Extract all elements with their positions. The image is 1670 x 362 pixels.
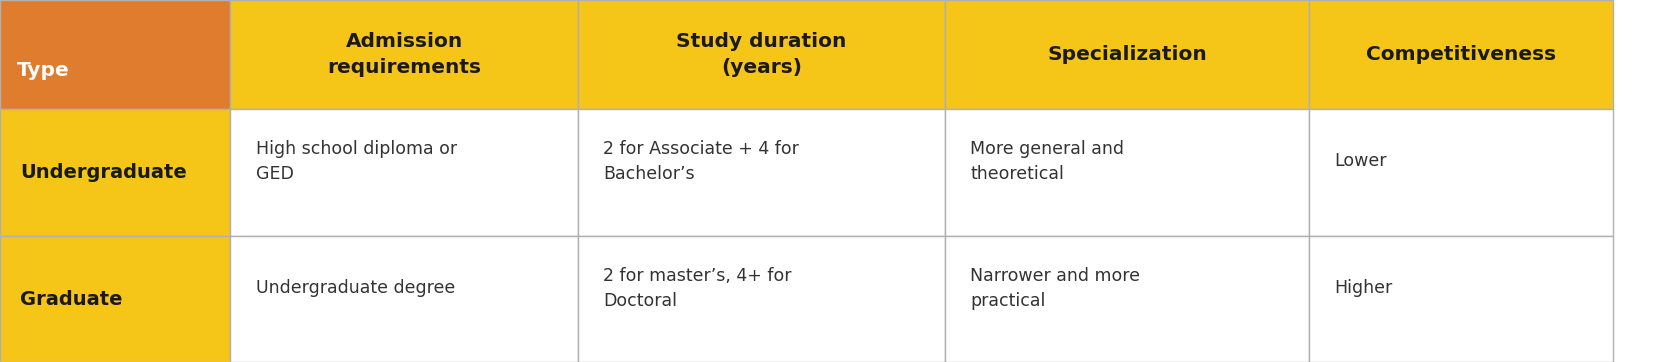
Bar	[0, 0, 230, 109]
Bar	[578, 0, 945, 109]
Text: High school diploma or
GED: High school diploma or GED	[256, 140, 456, 183]
Text: Lower: Lower	[1334, 152, 1386, 171]
Bar	[578, 236, 945, 362]
Bar	[0, 109, 230, 236]
Bar	[1309, 0, 1613, 109]
Text: Higher: Higher	[1334, 279, 1393, 297]
Text: Specialization: Specialization	[1047, 45, 1207, 64]
Text: Narrower and more
practical: Narrower and more practical	[970, 267, 1141, 310]
Bar	[230, 0, 578, 109]
Text: Type: Type	[17, 61, 70, 80]
Bar	[230, 109, 578, 236]
Bar	[0, 236, 230, 362]
Text: 2 for Associate + 4 for
Bachelor’s: 2 for Associate + 4 for Bachelor’s	[603, 140, 798, 183]
Bar	[1309, 109, 1613, 236]
Bar	[945, 0, 1309, 109]
Bar	[578, 109, 945, 236]
Text: More general and
theoretical: More general and theoretical	[970, 140, 1124, 183]
Bar	[945, 236, 1309, 362]
Bar	[230, 236, 578, 362]
Text: 2 for master’s, 4+ for
Doctoral: 2 for master’s, 4+ for Doctoral	[603, 267, 792, 310]
Bar	[1309, 236, 1613, 362]
Text: Graduate: Graduate	[20, 290, 122, 308]
Text: Study duration
(years): Study duration (years)	[676, 31, 847, 77]
Text: Competitiveness: Competitiveness	[1366, 45, 1556, 64]
Bar	[945, 109, 1309, 236]
Text: Undergraduate: Undergraduate	[20, 163, 187, 182]
Text: Undergraduate degree: Undergraduate degree	[256, 279, 454, 297]
Text: Admission
requirements: Admission requirements	[327, 31, 481, 77]
